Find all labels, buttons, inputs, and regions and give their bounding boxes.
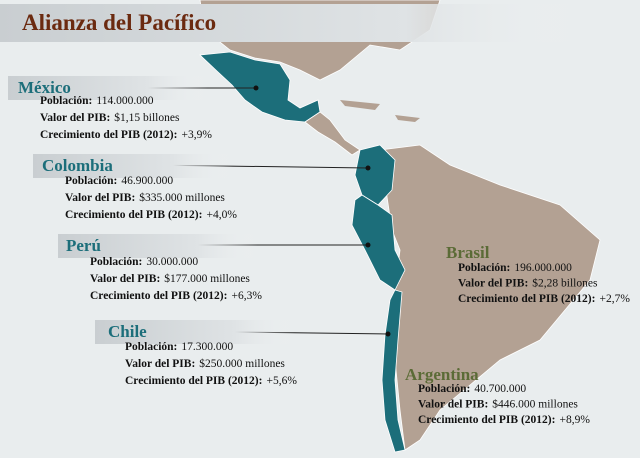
capital-dot (365, 165, 371, 171)
name-banner (58, 234, 258, 258)
country-name: México (18, 78, 71, 97)
stat-value: $2,28 billones (532, 277, 598, 290)
stat-value: 30.000.000 (146, 256, 198, 268)
stat-label: Población: (125, 341, 177, 353)
stat-row: Crecimiento del PIB (2012): +5,6% (125, 375, 297, 387)
stat-row: Valor del PIB: $177.000 millones (90, 272, 250, 285)
peru-shape (351, 194, 406, 291)
country-name: Chile (108, 322, 147, 341)
stat-row: Valor del PIB: $2,28 billones (458, 277, 598, 290)
stat-row: Población: 40.700.000 (418, 383, 526, 395)
capital-dot (365, 242, 371, 248)
stat-label: Población: (65, 175, 117, 187)
stat-value: +6,3% (231, 290, 262, 302)
stat-row: Población: 196.000.000 (458, 262, 572, 274)
stat-row: Población: 46.900.000 (65, 175, 173, 187)
country-name: Brasil (446, 243, 490, 262)
stat-value: +3,9% (181, 129, 212, 141)
stat-label: Población: (458, 262, 510, 274)
name-banner (95, 320, 295, 344)
stat-row: Crecimiento del PIB (2012): +6,3% (90, 290, 262, 302)
stat-value: $446.000 millones (492, 398, 578, 411)
capital-dot (253, 85, 259, 91)
stat-row: Población: 17.300.000 (125, 341, 233, 353)
stat-row: Crecimiento del PIB (2012): +4,0% (65, 209, 237, 221)
country-name: Argentina (405, 365, 479, 384)
stat-label: Crecimiento del PIB (2012): (418, 414, 555, 426)
stat-label: Crecimiento del PIB (2012): (125, 375, 262, 387)
stat-value: 114.000.000 (96, 95, 153, 107)
stat-label: Valor del PIB: (65, 192, 135, 204)
stat-row: Crecimiento del PIB (2012): +2,7% (458, 293, 630, 305)
stat-label: Población: (40, 95, 92, 107)
mexico-shape (199, 51, 321, 123)
stat-label: Crecimiento del PIB (2012): (40, 129, 177, 141)
stat-value: 40.700.000 (474, 383, 526, 395)
title: Alianza del Pacífico (22, 10, 216, 35)
stat-row: Valor del PIB: $250.000 millones (125, 357, 285, 370)
stat-row: Valor del PIB: $1,15 billones (40, 111, 180, 124)
stat-row: Valor del PIB: $335.000 millones (65, 191, 225, 204)
stat-row: Población: 114.000.000 (40, 95, 154, 107)
stat-label: Valor del PIB: (125, 358, 195, 370)
stat-label: Valor del PIB: (418, 399, 488, 411)
stat-label: Crecimiento del PIB (2012): (65, 209, 202, 221)
stat-label: Población: (418, 383, 470, 395)
colombia-shape (354, 144, 396, 206)
country-name: Perú (66, 236, 101, 255)
name-banner (8, 76, 208, 100)
stat-value: 17.300.000 (181, 341, 233, 353)
stat-value: $335.000 millones (139, 191, 225, 204)
stat-value: 196.000.000 (514, 262, 572, 274)
name-banner (33, 154, 233, 178)
stat-row: Población: 30.000.000 (90, 256, 198, 268)
stat-row: Crecimiento del PIB (2012): +3,9% (40, 129, 212, 141)
title-banner (0, 4, 580, 42)
stat-row: Crecimiento del PIB (2012): +8,9% (418, 414, 590, 426)
stat-value: $250.000 millones (199, 357, 285, 370)
country-name: Colombia (42, 156, 113, 175)
stat-label: Valor del PIB: (90, 273, 160, 285)
stat-label: Valor del PIB: (458, 278, 528, 290)
stat-value: +2,7% (599, 293, 630, 305)
stat-value: +4,0% (206, 209, 237, 221)
chile-shape (381, 289, 406, 453)
stat-value: $1,15 billones (114, 111, 180, 124)
stat-value: 46.900.000 (121, 175, 173, 187)
stat-row: Valor del PIB: $446.000 millones (418, 398, 578, 411)
stat-label: Población: (90, 256, 142, 268)
stat-label: Valor del PIB: (40, 112, 110, 124)
caribbean (340, 100, 420, 122)
stat-value: +5,6% (266, 375, 297, 387)
stat-value: $177.000 millones (164, 272, 250, 285)
capital-dot (385, 331, 391, 337)
stat-label: Crecimiento del PIB (2012): (458, 293, 595, 305)
stat-value: +8,9% (559, 414, 590, 426)
stat-label: Crecimiento del PIB (2012): (90, 290, 227, 302)
